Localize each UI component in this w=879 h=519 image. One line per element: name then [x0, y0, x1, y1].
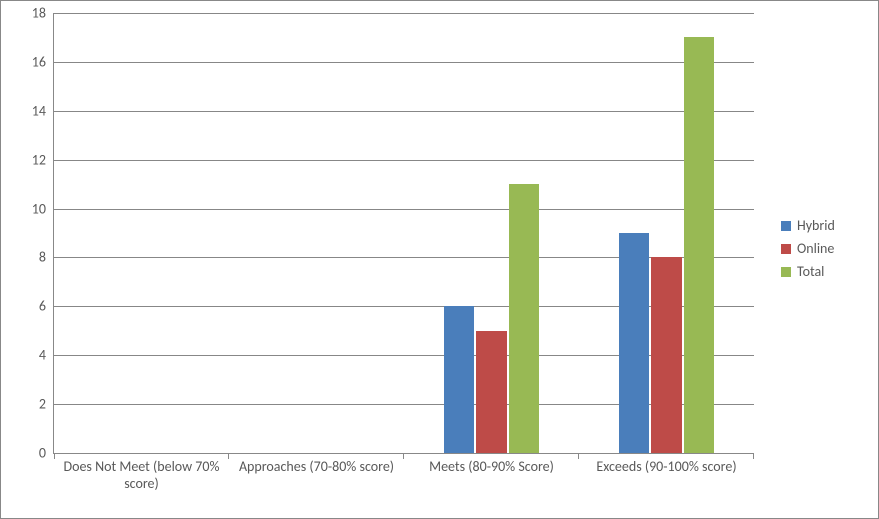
y-tick-label: 0 [39, 445, 54, 462]
legend-swatch [781, 267, 791, 277]
x-axis-label: Exceeds (90-100% score) [579, 453, 754, 493]
y-tick-label: 8 [39, 249, 54, 266]
bar [444, 306, 475, 453]
legend-item: Online [781, 240, 835, 257]
bar-group [229, 13, 404, 453]
legend-label: Online [797, 240, 834, 257]
bar [684, 37, 715, 453]
legend-item: Total [781, 263, 835, 280]
bar-group [404, 13, 579, 453]
x-axis-label: Meets (80-90% Score) [404, 453, 579, 493]
bar-groups [54, 13, 754, 453]
legend-label: Hybrid [797, 217, 835, 234]
x-axis-label: Does Not Meet (below 70% score) [54, 453, 229, 493]
y-tick-label: 12 [32, 151, 54, 168]
plot-area: 024681012141618Does Not Meet (below 70% … [53, 13, 754, 454]
y-tick-label: 10 [32, 200, 54, 217]
y-tick-label: 2 [39, 396, 54, 413]
bar-group [54, 13, 229, 453]
chart-frame: 0 2 4 6 8 10 12 14 16 18 Does Not Meet (below 70% … [0, 0, 879, 519]
y-tick-label: 18 [32, 5, 54, 22]
y-tick-label: 14 [32, 102, 54, 119]
x-axis-label: Approaches (70-80% score) [229, 453, 404, 493]
bar-group [579, 13, 754, 453]
bar [509, 184, 540, 453]
bar [619, 233, 650, 453]
legend-label: Total [797, 263, 824, 280]
y-tick-label: 4 [39, 347, 54, 364]
legend-swatch [781, 244, 791, 254]
legend-item: Hybrid [781, 217, 835, 234]
x-axis-labels: Does Not Meet (below 70% score)Approache… [54, 453, 754, 493]
bar [651, 257, 682, 453]
y-tick-label: 16 [32, 53, 54, 70]
y-tick-label: 6 [39, 298, 54, 315]
legend: Hybrid Online Total [781, 211, 835, 286]
legend-swatch [781, 221, 791, 231]
bar [476, 331, 507, 453]
